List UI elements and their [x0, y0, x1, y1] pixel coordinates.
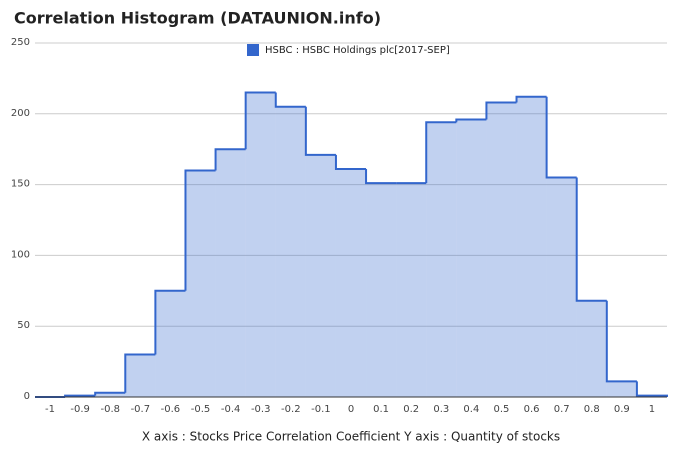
histogram-outline [455, 118, 487, 123]
histogram-outline [575, 177, 607, 302]
histogram-outline [274, 92, 306, 108]
histogram-outline [425, 121, 457, 184]
histogram-outline [545, 96, 577, 179]
x-tick-label: 0.8 [584, 404, 600, 415]
histogram-bar [185, 170, 216, 397]
histogram-bar [275, 106, 306, 397]
x-tick-label: -0.1 [311, 404, 331, 415]
x-tick-label: -0.6 [161, 404, 181, 415]
x-tick-label: -0.2 [281, 404, 301, 415]
histogram-bar [305, 154, 336, 397]
x-tick-label: 0 [348, 404, 354, 415]
histogram-bar [215, 149, 246, 397]
x-tick-label: 0.2 [403, 404, 419, 415]
histogram-outline [184, 169, 216, 291]
x-tick-label: 0.6 [524, 404, 540, 415]
y-tick-label: 50 [17, 320, 30, 331]
y-tick-label: 250 [11, 37, 30, 48]
histogram-outline [214, 148, 246, 171]
x-tick-label: 1 [649, 404, 655, 415]
x-tick-label: -0.8 [100, 404, 120, 415]
histogram-outline [124, 353, 156, 393]
histogram-bar [396, 183, 427, 397]
histogram-outline [515, 95, 547, 103]
x-tick-label: -0.3 [251, 404, 271, 415]
x-tick-label: 0.1 [373, 404, 389, 415]
x-tick-label: -0.7 [131, 404, 151, 415]
histogram-outline [154, 289, 186, 355]
x-tick-label: 0.7 [554, 404, 570, 415]
x-tick-label: 0.4 [463, 404, 479, 415]
histogram-bar [245, 92, 276, 397]
x-tick-label: -0.5 [191, 404, 211, 415]
histogram-bar [155, 290, 186, 397]
histogram-bar [335, 169, 367, 397]
histogram-bar [125, 354, 156, 397]
histogram-outline [334, 154, 367, 171]
legend-label: HSBC : HSBC Holdings plc[2017-SEP] [265, 45, 450, 56]
histogram-bar [606, 381, 637, 397]
histogram-bar [576, 300, 607, 397]
x-tick-label: 0.9 [614, 404, 630, 415]
histogram-outline [365, 169, 397, 185]
y-tick-label: 200 [11, 108, 30, 119]
histogram-bar [426, 122, 457, 398]
y-tick-label: 0 [24, 391, 30, 402]
x-tick-label: 0.5 [494, 404, 510, 415]
x-tick-label: -1 [45, 404, 55, 415]
histogram-outline [304, 106, 336, 156]
histogram-bar [456, 119, 487, 398]
histogram-outline [244, 91, 276, 150]
histogram-outline [94, 391, 126, 396]
histogram-outline [635, 381, 668, 397]
x-tick-label: -0.9 [70, 404, 90, 415]
histogram-outline [485, 101, 517, 120]
histogram-bar [366, 183, 397, 397]
x-tick-label: -0.4 [221, 404, 241, 415]
legend-swatch [247, 44, 259, 56]
histogram-bar [546, 177, 577, 397]
y-tick-label: 100 [11, 249, 30, 260]
x-tick-label: 0.3 [433, 404, 449, 415]
histogram-bar [95, 392, 126, 397]
y-tick-label: 150 [11, 179, 30, 190]
chart-title: Correlation Histogram (DATAUNION.info) [14, 9, 381, 28]
axis-label: X axis : Stocks Price Correlation Coeffi… [142, 430, 560, 444]
histogram-bar [486, 102, 517, 398]
histogram-bar [516, 96, 547, 398]
histogram-outline [605, 300, 637, 383]
